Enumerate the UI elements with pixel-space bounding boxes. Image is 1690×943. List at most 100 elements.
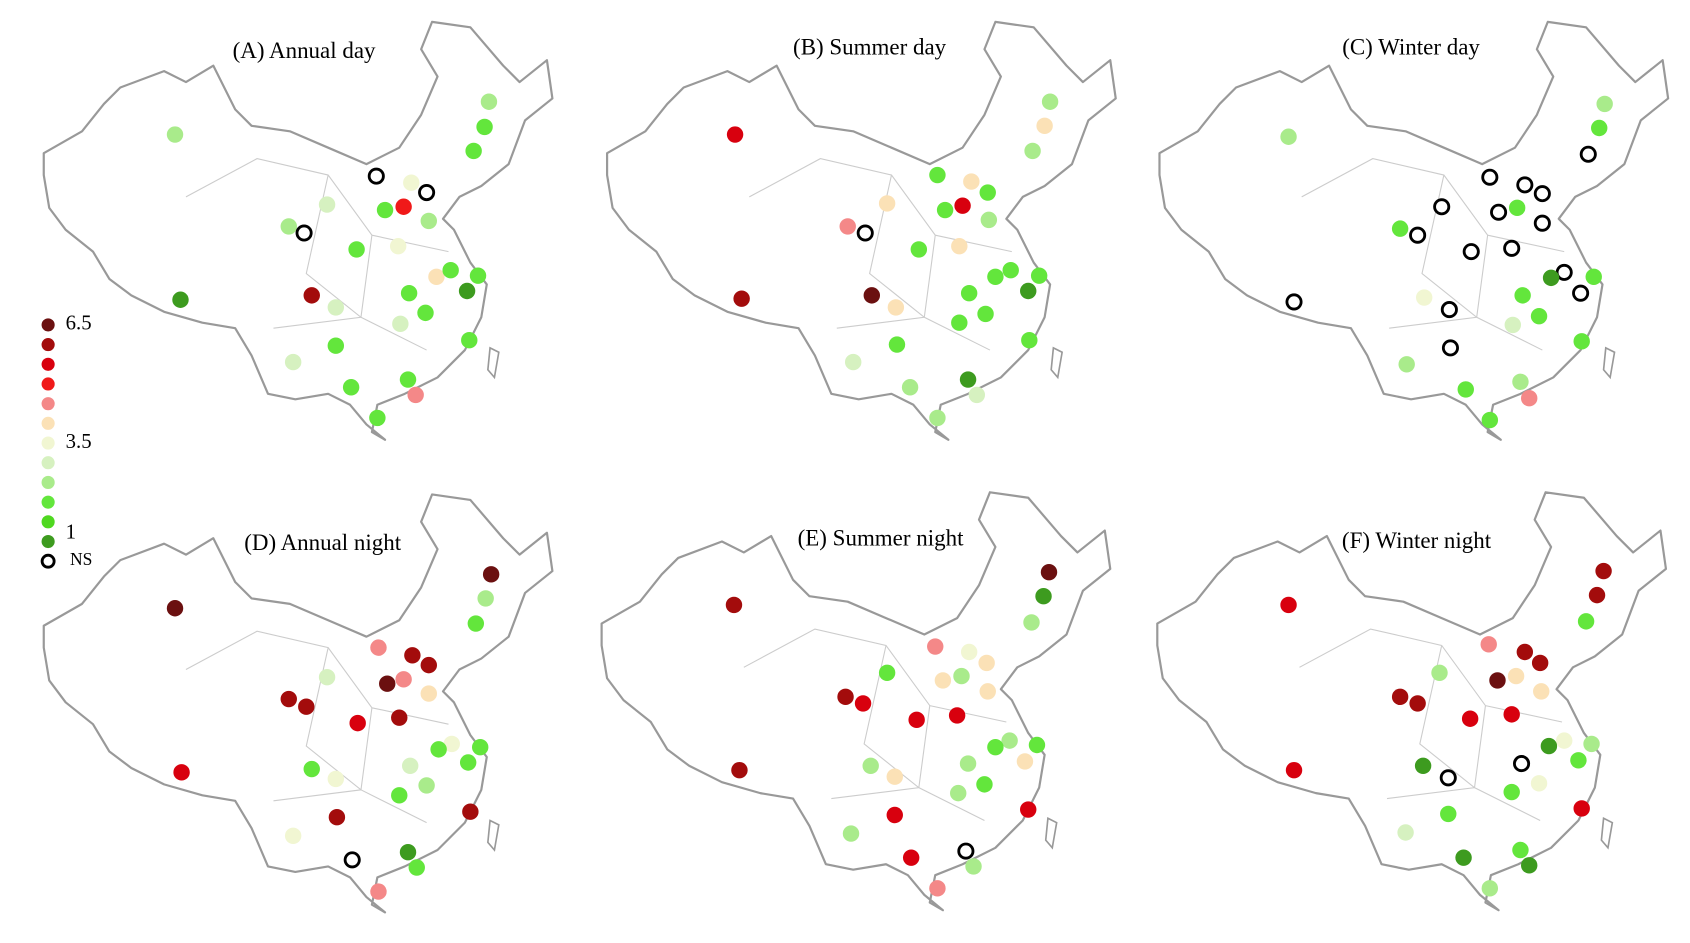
station-dot: [902, 849, 920, 866]
legend-swatch: [41, 416, 55, 430]
station-dot: [953, 667, 970, 685]
station-dot: [418, 184, 436, 202]
station-dot: [1441, 339, 1459, 357]
station-dot: [1409, 226, 1427, 244]
station-dot: [318, 196, 336, 213]
station-dot: [1016, 753, 1034, 770]
station-dot: [1516, 643, 1534, 661]
station-dot: [392, 315, 409, 333]
panel-title: (B) Summer day: [793, 34, 947, 59]
station-dot: [1431, 664, 1448, 681]
province-line: [185, 630, 449, 824]
station-dot: [298, 698, 315, 715]
station-dot: [1409, 695, 1426, 712]
station-dot: [471, 738, 489, 756]
station-dot: [1530, 307, 1548, 325]
station-dot: [1398, 356, 1415, 373]
station-dot: [442, 262, 459, 279]
station-dot: [957, 842, 975, 860]
station-dot: [284, 827, 302, 844]
station-dot: [1531, 654, 1549, 672]
province-line: [1301, 158, 1565, 351]
station-dot: [399, 371, 417, 388]
station-dot: [1457, 381, 1474, 398]
station-dot: [951, 314, 968, 331]
station-dot: [1439, 769, 1457, 787]
station-dot: [280, 218, 297, 235]
station-dot: [863, 287, 881, 304]
taiwan: [1050, 346, 1064, 380]
station-dot: [1020, 282, 1037, 300]
station-dot: [349, 714, 366, 732]
station-dot: [1516, 176, 1534, 194]
station-dot: [977, 305, 994, 323]
station-dot: [1595, 562, 1612, 580]
station-dot: [1596, 95, 1613, 113]
station-dot: [888, 336, 906, 353]
station-dot: [1440, 301, 1458, 319]
station-dot: [342, 379, 360, 396]
station-dot: [303, 287, 320, 304]
station-dot: [979, 184, 996, 201]
station-dot: [172, 291, 189, 308]
station-dot: [948, 707, 966, 724]
station-dot: [458, 282, 476, 300]
station-dot: [901, 379, 919, 396]
station-dot: [910, 241, 928, 258]
station-dot: [1035, 588, 1052, 605]
station-dot: [443, 735, 460, 753]
station-dot: [954, 197, 971, 214]
map-outline: [1158, 20, 1670, 441]
station-dot: [1533, 683, 1550, 700]
taiwan: [1044, 817, 1058, 850]
station-dot: [469, 267, 487, 284]
station-dot: [951, 237, 968, 255]
station-dot: [420, 685, 437, 702]
map-outline: [1156, 491, 1668, 912]
station-dot: [987, 268, 1004, 285]
station-dot: [959, 755, 977, 772]
legend-swatch: [40, 553, 56, 569]
station-dot: [1533, 185, 1551, 203]
station-dot: [318, 668, 336, 686]
station-dot: [1530, 775, 1548, 792]
station-dot: [1433, 198, 1451, 216]
station-dot: [1481, 411, 1499, 429]
station-dot: [1285, 293, 1303, 311]
station-dot: [1041, 93, 1059, 110]
station-dot: [420, 656, 437, 674]
station-dot: [965, 858, 982, 875]
station-dot: [1514, 287, 1531, 304]
legend-swatch: [41, 495, 55, 509]
station-dot: [284, 353, 302, 371]
station-dot: [295, 224, 313, 242]
station-dot: [845, 353, 862, 371]
station-dot: [1540, 737, 1558, 755]
station-dot: [1280, 128, 1297, 145]
station-dot: [878, 664, 896, 681]
station-dot: [733, 290, 750, 307]
station-dot: [403, 174, 420, 191]
station-dot: [407, 386, 424, 404]
station-dot: [1503, 706, 1520, 723]
station-dot: [936, 201, 954, 219]
station-dot: [1024, 142, 1041, 160]
station-dot: [1023, 614, 1040, 631]
station-dot: [370, 883, 387, 900]
station-dot: [1533, 214, 1551, 232]
station-dot: [927, 638, 944, 655]
station-dot: [1573, 800, 1590, 817]
station-dot: [960, 284, 978, 302]
panel-title: (A) Annual day: [233, 38, 376, 63]
station-dot: [886, 768, 903, 785]
station-dot: [1556, 732, 1573, 749]
station-dot: [400, 284, 418, 302]
station-dot: [934, 672, 952, 689]
station-dot: [1030, 267, 1048, 284]
station-dot: [1512, 373, 1529, 390]
station-dot: [428, 268, 445, 285]
legend-swatch: [41, 456, 55, 470]
station-dot: [1542, 269, 1560, 287]
station-dot: [726, 126, 744, 143]
